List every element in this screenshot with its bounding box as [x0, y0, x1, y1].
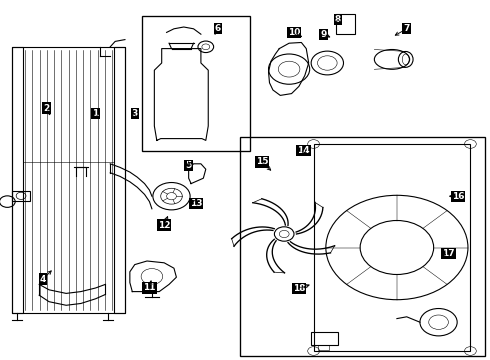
- Bar: [240, 137, 485, 356]
- Text: 15: 15: [256, 157, 269, 166]
- Bar: [114, 47, 125, 313]
- Bar: [12, 191, 30, 201]
- Text: 8: 8: [335, 15, 341, 24]
- Text: 9: 9: [320, 30, 327, 39]
- Bar: [314, 144, 470, 351]
- Text: 6: 6: [215, 24, 221, 33]
- Text: 4: 4: [40, 274, 47, 284]
- Bar: [12, 47, 23, 313]
- Text: 1: 1: [93, 109, 98, 118]
- Text: 17: 17: [442, 249, 455, 258]
- Bar: [142, 16, 250, 151]
- Bar: [336, 14, 355, 34]
- Bar: [12, 47, 125, 313]
- Bar: [311, 332, 338, 345]
- Text: 5: 5: [186, 161, 192, 170]
- Text: 16: 16: [452, 192, 465, 201]
- Text: 18: 18: [293, 284, 305, 293]
- Text: 13: 13: [190, 199, 202, 208]
- Text: 3: 3: [132, 109, 138, 118]
- Text: 11: 11: [143, 284, 156, 292]
- Text: 7: 7: [403, 24, 410, 33]
- Text: 12: 12: [158, 220, 171, 230]
- Text: 2: 2: [44, 104, 49, 112]
- Text: 14: 14: [297, 145, 310, 155]
- Text: 10: 10: [288, 28, 300, 37]
